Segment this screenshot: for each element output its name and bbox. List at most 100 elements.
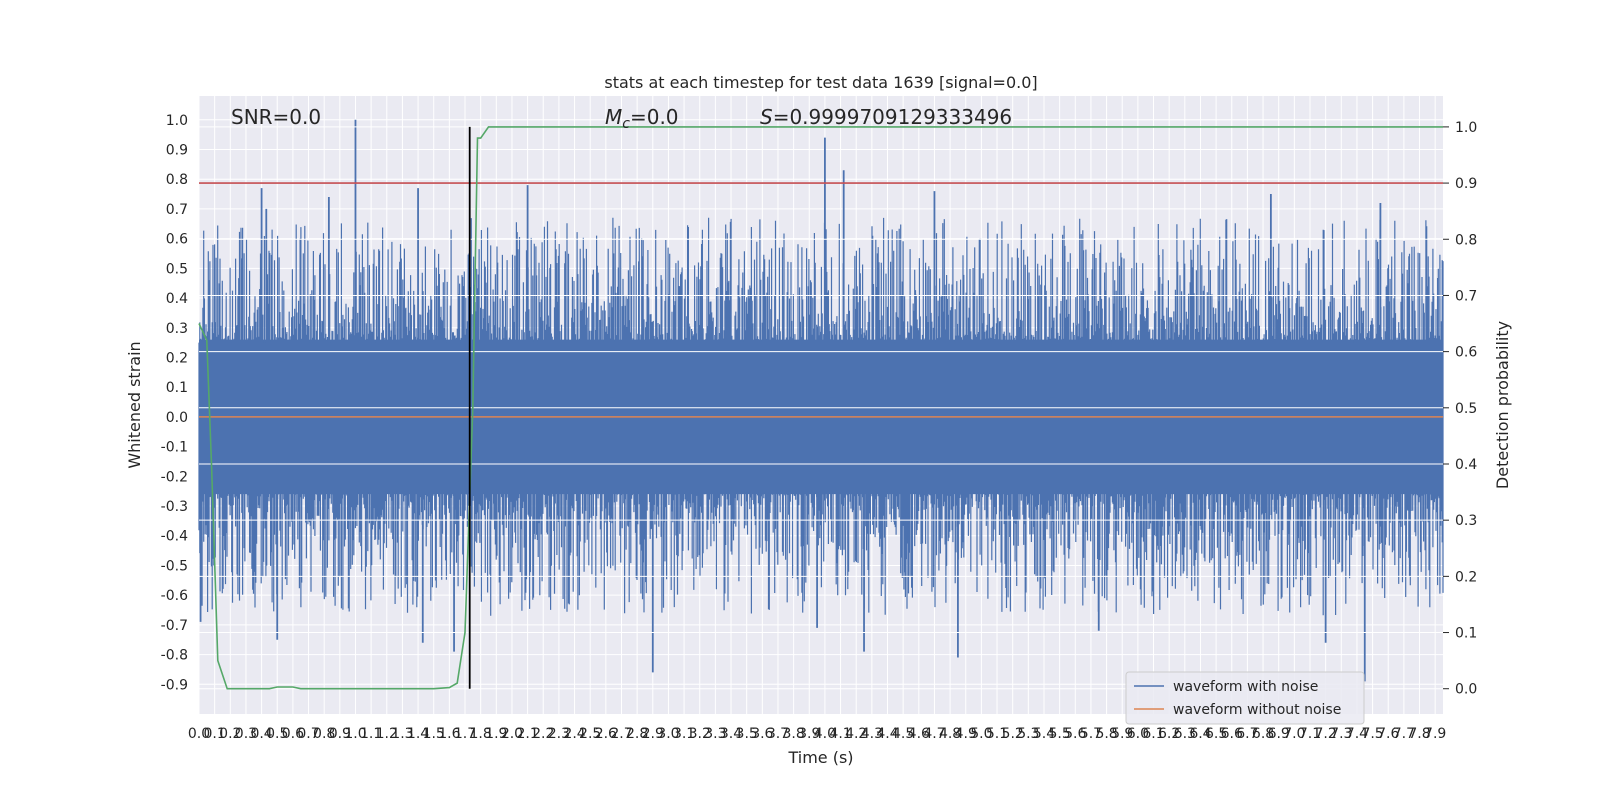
y2-axis-label: Detection probability	[1493, 321, 1512, 489]
x-tick-label: 4.3	[861, 726, 883, 742]
mc-value: =0.0	[630, 105, 679, 129]
x-tick-label: 4.0	[814, 726, 836, 742]
overlay-lines	[198, 126, 1443, 690]
y2-tick-label: 0.7	[1455, 288, 1477, 304]
x-tick-label: 1.5	[423, 726, 445, 742]
s-value: =0.9999709129333496	[773, 105, 1012, 129]
x-tick-label: 5.8	[1095, 726, 1117, 742]
x-tick-label: 0.3	[235, 726, 257, 742]
x-tick-label: 5.7	[1080, 726, 1102, 742]
x-tick-label: 7.3	[1330, 726, 1352, 742]
y-tick-label: -0.4	[161, 529, 188, 545]
mc-symbol: M	[605, 105, 622, 129]
s-symbol: S	[760, 105, 773, 129]
x-tick-label: 2.0	[501, 726, 523, 742]
x-tick-label: 4.1	[829, 726, 851, 742]
x-tick-label: 6.5	[1205, 726, 1227, 742]
y-tick-label: 0.9	[166, 142, 188, 158]
y-tick-label: 0.3	[166, 321, 188, 337]
x-tick-label: 5.2	[1002, 726, 1024, 742]
x-tick-label: 4.6	[908, 726, 930, 742]
x-tick-label: 7.0	[1283, 726, 1305, 742]
x-tick-label: 1.1	[360, 726, 382, 742]
x-tick-label: 6.8	[1252, 726, 1274, 742]
x-tick-label: 3.4	[720, 726, 742, 742]
x-axis-label: Time (s)	[787, 748, 853, 767]
x-tick-label: 1.6	[438, 726, 460, 742]
y-tick-label: -0.9	[161, 677, 188, 693]
y2-tick-label: 0.3	[1455, 513, 1477, 529]
x-tick-label: 3.7	[767, 726, 789, 742]
x-tick-label: 1.2	[376, 726, 398, 742]
x-tick-label: 1.4	[407, 726, 429, 742]
x-tick-label: 3.5	[736, 726, 758, 742]
s-annotation: S=0.9999709129333496	[760, 105, 1012, 129]
y-tick-label: -0.3	[161, 499, 188, 515]
y-tick-label: 0.1	[166, 380, 188, 396]
x-tick-label: 5.4	[1033, 726, 1055, 742]
x-tick-label: 7.1	[1299, 726, 1321, 742]
y2-tick-label: 0.1	[1455, 626, 1477, 642]
x-tick-label: 2.7	[610, 726, 632, 742]
x-tick-label: 6.9	[1268, 726, 1290, 742]
y2-tick-label: 1.0	[1455, 120, 1477, 136]
x-tick-label: 0.4	[250, 726, 272, 742]
x-tick-label: 7.5	[1361, 726, 1383, 742]
legend-box	[1125, 671, 1365, 725]
x-tick-label: 6.7	[1236, 726, 1258, 742]
x-tick-label: 0.8	[313, 726, 335, 742]
noise-spikes	[198, 217, 1444, 616]
x-tick-label: 0.6	[282, 726, 304, 742]
x-tick-label: 4.8	[939, 726, 961, 742]
y-tick-label: 1.0	[166, 113, 188, 129]
x-tick-label: 3.2	[689, 726, 711, 742]
y2-tick-label: 0.8	[1455, 232, 1477, 248]
x-tick-label: 3.1	[673, 726, 695, 742]
x-tick-label: 2.8	[626, 726, 648, 742]
x-tick-label: 0.9	[329, 726, 351, 742]
y2-tick-label: 0.5	[1455, 401, 1477, 417]
x-tick-label: 2.9	[642, 726, 664, 742]
y2-tick-label: 0.2	[1455, 569, 1477, 585]
y-tick-label: -0.1	[161, 440, 188, 456]
x-tick-label: 1.7	[454, 726, 476, 742]
y-axis-label: Whitened strain	[125, 341, 144, 468]
chart-title: stats at each timestep for test data 163…	[604, 73, 1037, 92]
x-tick-label: 4.5	[892, 726, 914, 742]
y2-tick-label: 0.0	[1455, 682, 1477, 698]
x-tick-label: 3.0	[657, 726, 679, 742]
x-tick-label: 2.4	[563, 726, 585, 742]
x-tick-label: 2.1	[516, 726, 538, 742]
x-tick-label: 6.6	[1221, 726, 1243, 742]
x-tick-label: 5.3	[1017, 726, 1039, 742]
y-tick-label: 0.5	[166, 261, 188, 277]
x-tick-label: 5.6	[1064, 726, 1086, 742]
y-tick-label: -0.8	[161, 648, 188, 664]
x-tick-label: 7.4	[1346, 726, 1368, 742]
x-tick-label: 5.1	[986, 726, 1008, 742]
x-tick-label: 6.3	[1174, 726, 1196, 742]
x-tick-label: 7.8	[1408, 726, 1430, 742]
y2-tick-label: 0.4	[1455, 457, 1477, 473]
y-tick-label: -0.6	[161, 588, 188, 604]
x-tick-label: 5.5	[1048, 726, 1070, 742]
legend: waveform with noise waveform without noi…	[1125, 671, 1365, 725]
legend-label-noise: waveform with noise	[1173, 679, 1318, 695]
x-tick-label: 7.7	[1393, 726, 1415, 742]
x-tick-label: 5.9	[1111, 726, 1133, 742]
y-tick-label: 0.0	[166, 410, 188, 426]
y-tick-label: -0.5	[161, 558, 188, 574]
snr-annotation: SNR=0.0	[231, 105, 321, 129]
x-tick-label: 7.9	[1424, 726, 1446, 742]
x-tick-label: 1.8	[470, 726, 492, 742]
x-tick-label: 2.2	[532, 726, 554, 742]
y-tick-label: 0.2	[166, 350, 188, 366]
x-tick-label: 7.6	[1377, 726, 1399, 742]
x-tick-label: 4.4	[876, 726, 898, 742]
x-tick-label: 1.9	[485, 726, 507, 742]
x-tick-label: 2.5	[579, 726, 601, 742]
y2-tick-label: 0.9	[1455, 176, 1477, 192]
axes-text: 0.00.10.20.30.40.50.60.70.80.91.01.11.21…	[161, 113, 1478, 742]
x-tick-label: 6.1	[1142, 726, 1164, 742]
